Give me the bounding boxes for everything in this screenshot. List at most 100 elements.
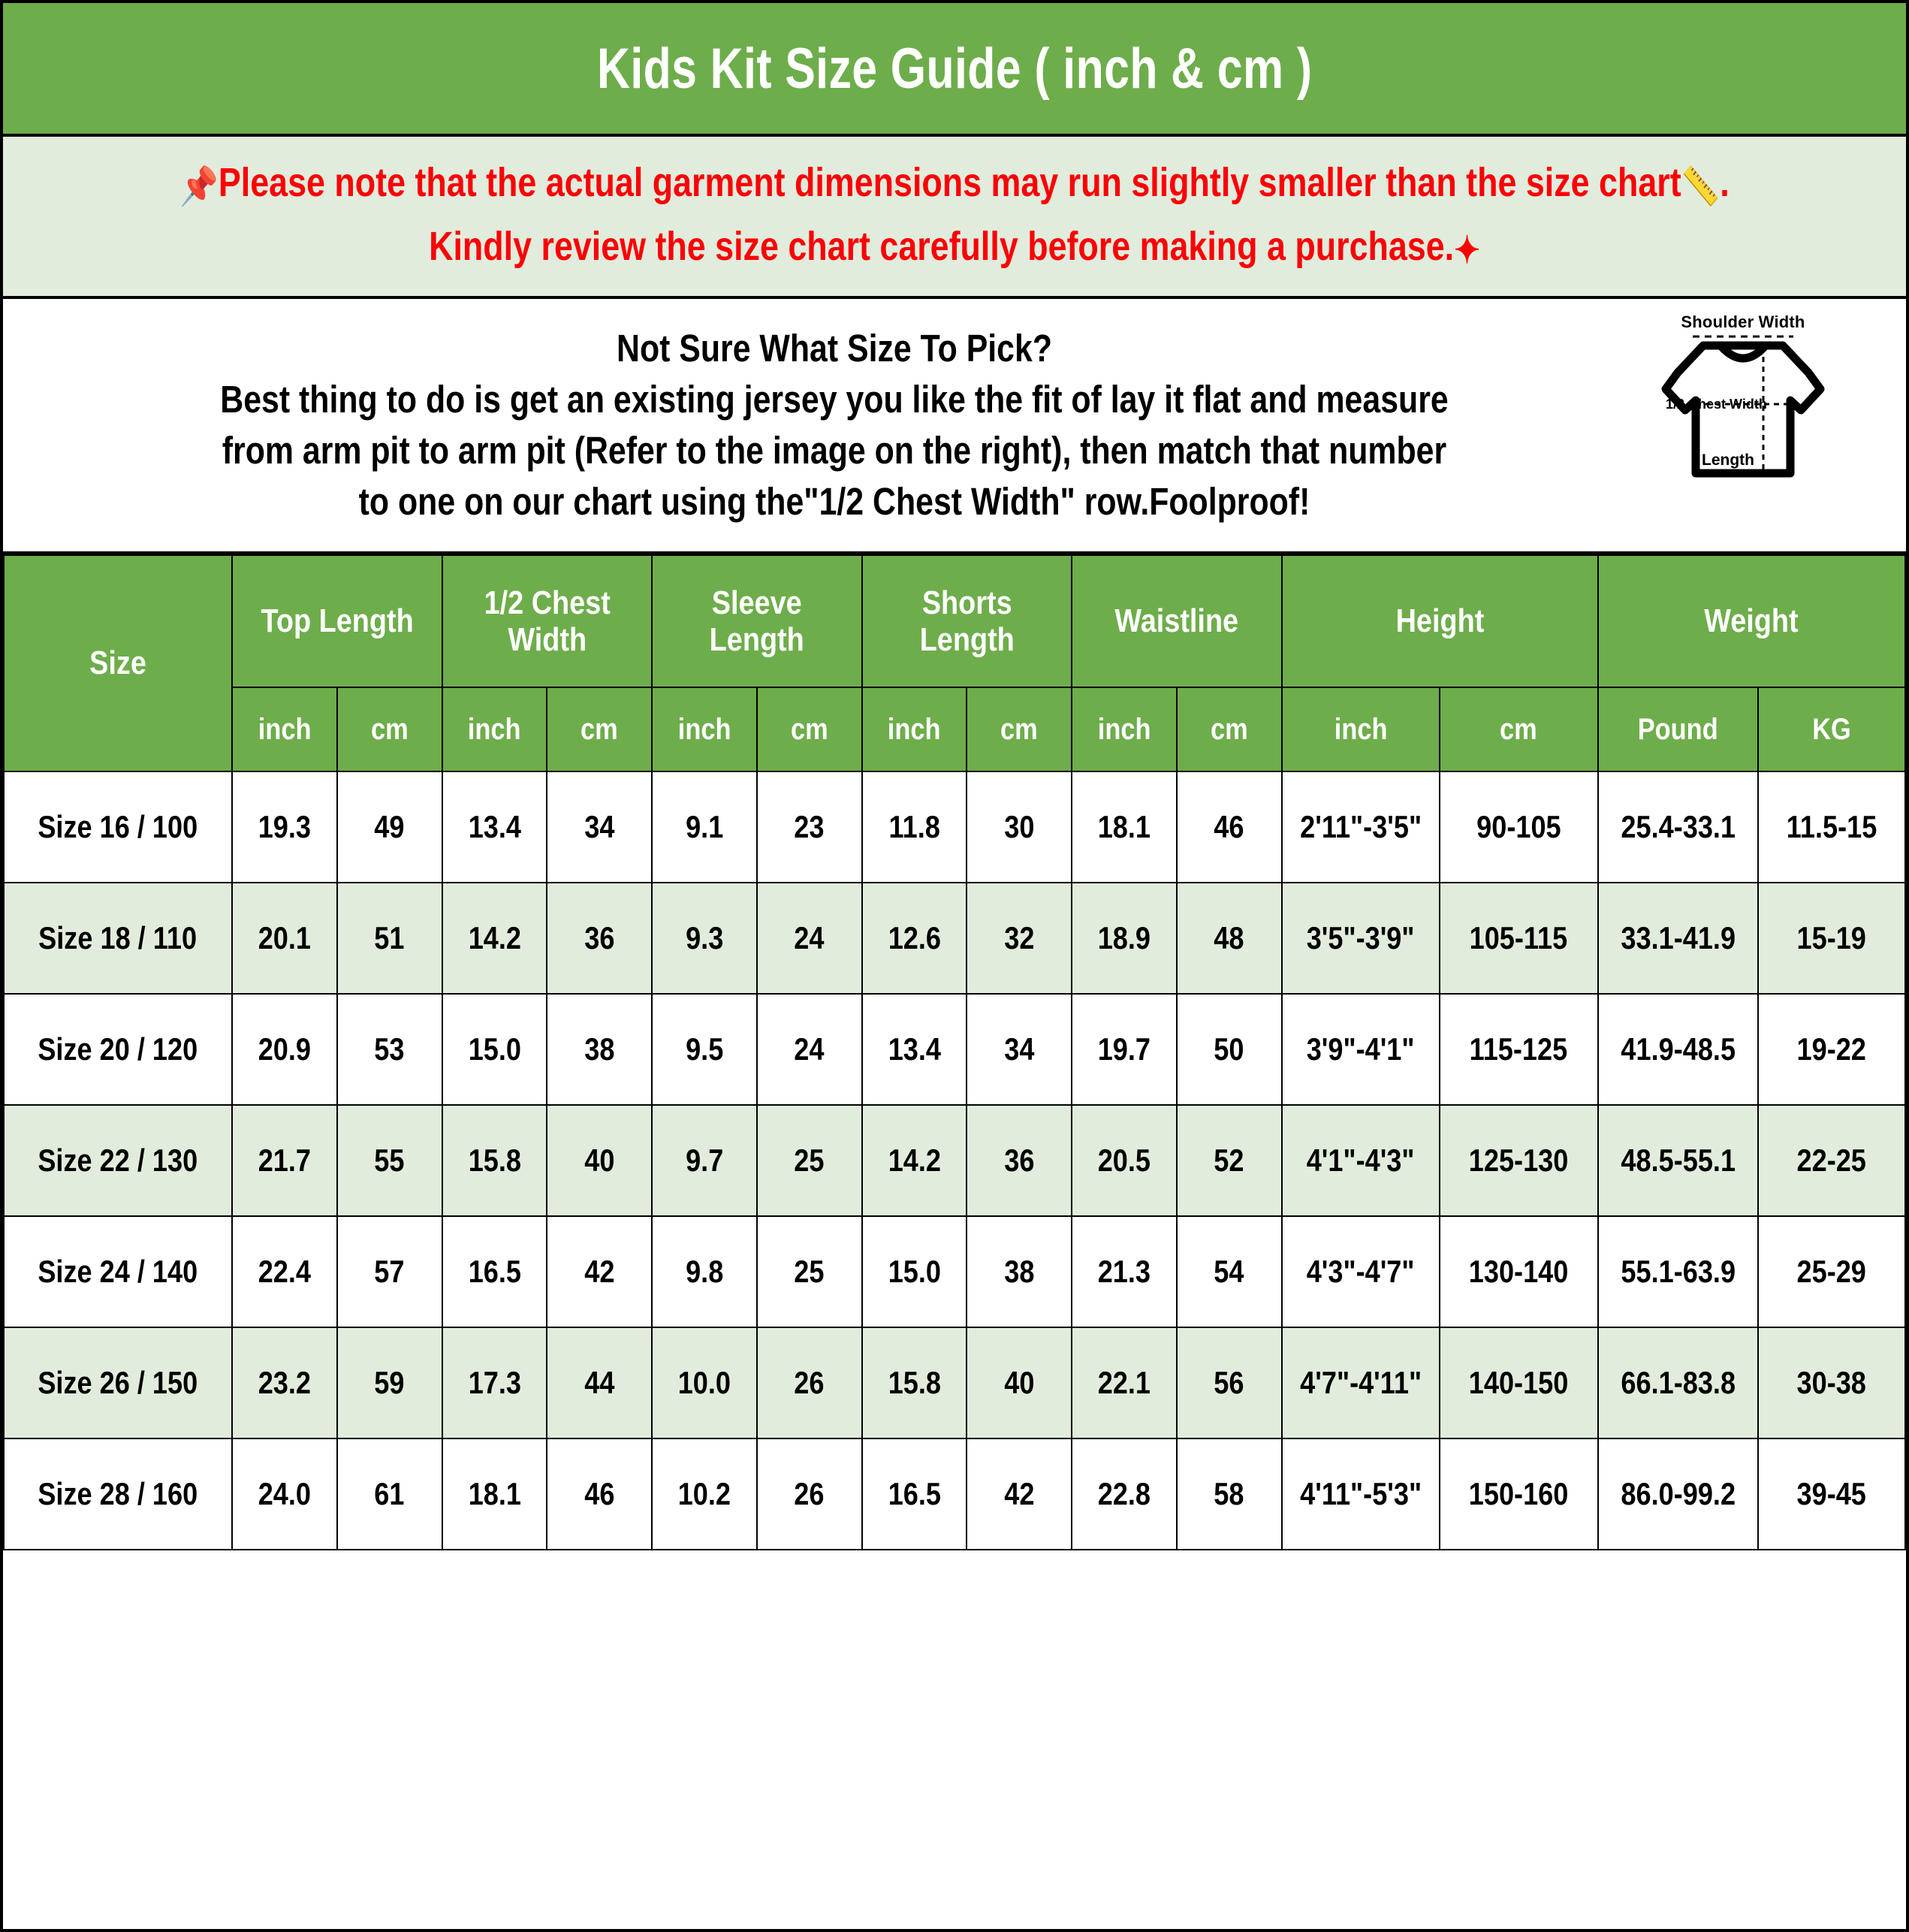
table-row: Size 20 / 120 20.9 53 15.0 38 9.5 24 13.4 34 19.7… [3, 993, 1906, 1106]
group-head-half-chest-width: 1/2 Chest Width [441, 554, 653, 688]
notice-line-2: Kindly review the size chart carefully b… [172, 222, 1736, 273]
table-cell: 2'11"-3'5" [1280, 771, 1441, 883]
table-cell: 55 [336, 1104, 443, 1217]
table-cell: 18.9 [1071, 882, 1178, 995]
table-cell: 36 [546, 882, 653, 995]
table-cell: 9.1 [651, 771, 758, 883]
table-row: Size 24 / 140 22.4 57 16.5 42 9.8 25 15.0 38 21.3… [3, 1215, 1906, 1328]
guide-text-block: Not Sure What Size To Pick? Best thing t… [3, 323, 1906, 527]
table-cell: 51 [336, 882, 443, 995]
table-cell: 17.3 [441, 1327, 548, 1439]
table-cell: 24 [755, 882, 863, 995]
table-cell: 14.2 [441, 882, 548, 995]
table-cell: 3'5"-3'9" [1280, 882, 1441, 995]
group-header-row: Size Top Length 1/2 Chest Width Sleeve L… [3, 554, 1906, 772]
table-cell: 3'9"-4'1" [1280, 993, 1441, 1106]
group-head-sleeve-length: Sleeve Length [651, 554, 863, 688]
table-cell: 52 [1175, 1104, 1283, 1217]
size-table: Size Top Length 1/2 Chest Width Sleeve L… [3, 554, 1906, 1550]
table-cell: 38 [966, 1215, 1073, 1328]
table-cell: 12.6 [861, 882, 968, 995]
table-cell: 33.1-41.9 [1597, 882, 1760, 995]
table-cell: 36 [966, 1104, 1073, 1217]
table-row: Size 28 / 160 24.0 61 18.1 46 10.2 26 16.5 42 22.… [3, 1438, 1906, 1550]
table-cell: 19.3 [231, 771, 338, 883]
row-size-label: Size 16 / 100 [3, 771, 234, 883]
table-cell: 41.9-48.5 [1597, 993, 1760, 1106]
unit-head-cm: cm [755, 687, 863, 772]
table-cell: 9.3 [651, 882, 758, 995]
group-head-waistline: Waistline [1071, 554, 1283, 688]
table-cell: 115-125 [1439, 993, 1599, 1106]
title-banner: Kids Kit Size Guide ( inch & cm ) [3, 3, 1906, 137]
unit-head-cm: cm [1439, 687, 1599, 772]
table-cell: 23.2 [231, 1327, 338, 1439]
table-body: Size 16 / 100 19.3 49 13.4 34 9.1 23 11.8 30 18.1… [3, 771, 1906, 1550]
table-cell: 14.2 [861, 1104, 968, 1217]
table-cell: 150-160 [1439, 1438, 1599, 1550]
unit-head-inch: inch [231, 687, 338, 772]
table-cell: 40 [966, 1327, 1073, 1439]
table-cell: 18.1 [441, 1438, 548, 1550]
table-cell: 32 [966, 882, 1073, 995]
table-cell: 48.5-55.1 [1597, 1104, 1760, 1217]
table-cell: 11.8 [861, 771, 968, 883]
table-cell: 21.7 [231, 1104, 338, 1217]
table-cell: 21.3 [1071, 1215, 1178, 1328]
table-cell: 40 [546, 1104, 653, 1217]
notice-line-1: 📌Please note that the actual garment dim… [172, 158, 1736, 210]
table-cell: 15-19 [1757, 882, 1906, 995]
unit-head-kg: KG [1757, 687, 1906, 772]
group-head-height: Height [1280, 554, 1599, 688]
table-cell: 42 [546, 1215, 653, 1328]
guide-band: Not Sure What Size To Pick? Best thing t… [3, 299, 1906, 554]
table-cell: 49 [336, 771, 443, 883]
unit-head-pound: Pound [1597, 687, 1760, 772]
table-cell: 34 [966, 993, 1073, 1106]
table-cell: 46 [546, 1438, 653, 1550]
table-cell: 22.8 [1071, 1438, 1178, 1550]
table-cell: 23 [755, 771, 863, 883]
table-cell: 57 [336, 1215, 443, 1328]
table-row: Size 16 / 100 19.3 49 13.4 34 9.1 23 11.8 30 18.1… [3, 771, 1906, 883]
unit-head-inch: inch [1280, 687, 1441, 772]
table-cell: 10.0 [651, 1327, 758, 1439]
guide-line-4: to one on our chart using the"1/2 Chest … [358, 479, 1310, 523]
row-size-label: Size 20 / 120 [3, 993, 234, 1106]
ruler-icon: 📏 [1681, 165, 1721, 207]
table-head: Size Top Length 1/2 Chest Width Sleeve L… [3, 554, 1906, 772]
table-cell: 86.0-99.2 [1597, 1438, 1760, 1550]
table-cell: 30 [966, 771, 1073, 883]
notice-text-2: Kindly review the size chart carefully b… [429, 224, 1455, 269]
table-cell: 30-38 [1757, 1327, 1906, 1439]
notice-period: . [1720, 160, 1730, 205]
table-cell: 22.1 [1071, 1327, 1178, 1439]
group-head-top-length: Top Length [231, 554, 443, 688]
group-head-weight: Weight [1597, 554, 1906, 688]
sparkle-icon: ✦ [1454, 229, 1480, 271]
table-cell: 15.0 [441, 993, 548, 1106]
table-cell: 26 [755, 1438, 863, 1550]
table-cell: 20.9 [231, 993, 338, 1106]
table-cell: 59 [336, 1327, 443, 1439]
row-size-label: Size 22 / 130 [3, 1104, 234, 1217]
unit-head-inch: inch [651, 687, 758, 772]
table-row: Size 22 / 130 21.7 55 15.8 40 9.7 25 14.2 36 20.5… [3, 1104, 1906, 1217]
notice-band: 📌Please note that the actual garment dim… [3, 137, 1906, 299]
table-cell: 66.1-83.8 [1597, 1327, 1760, 1439]
table-cell: 19-22 [1757, 993, 1906, 1106]
group-head-shorts-length: Shorts Length [861, 554, 1073, 688]
table-cell: 50 [1175, 993, 1283, 1106]
table-cell: 22.4 [231, 1215, 338, 1328]
pushpin-icon: 📌 [179, 165, 219, 207]
table-cell: 25 [755, 1215, 863, 1328]
table-cell: 15.8 [441, 1104, 548, 1217]
table-cell: 26 [755, 1327, 863, 1439]
unit-head-cm: cm [1175, 687, 1283, 772]
table-row: Size 18 / 110 20.1 51 14.2 36 9.3 24 12.6 32 18.9… [3, 882, 1906, 995]
table-cell: 4'1"-4'3" [1280, 1104, 1441, 1217]
length-label: Length [1702, 451, 1754, 469]
table-cell: 25-29 [1757, 1215, 1906, 1328]
table-cell: 15.0 [861, 1215, 968, 1328]
